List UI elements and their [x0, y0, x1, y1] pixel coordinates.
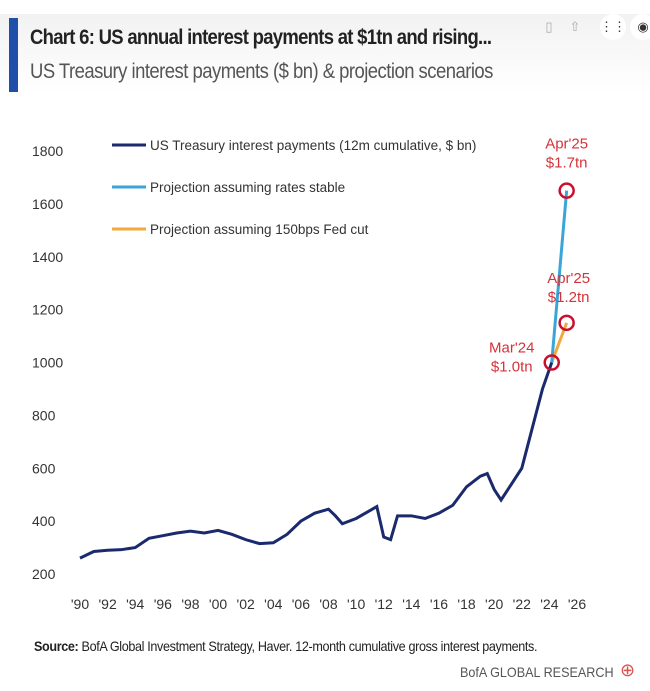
annotation-marker: [543, 354, 560, 371]
zoom-in-icon[interactable]: ⊕: [620, 660, 636, 680]
x-tick-label: '20: [485, 596, 503, 612]
y-tick-label: 1400: [32, 249, 63, 265]
x-tick-label: '18: [457, 596, 475, 612]
source-label: Source:: [34, 638, 79, 654]
source-note: Source: BofA Global Investment Strategy,…: [34, 638, 537, 654]
annotation-label: Apr'25: [547, 270, 590, 287]
chart-title: Chart 6: US annual interest payments at …: [30, 26, 492, 49]
x-tick-label: '00: [209, 596, 227, 612]
bookmark-icon[interactable]: ▯: [545, 19, 553, 34]
x-tick-label: '06: [292, 596, 310, 612]
annotation-label: Mar'24: [489, 340, 534, 357]
y-tick-label: 400: [32, 513, 56, 529]
legend-label: US Treasury interest payments (12m cumul…: [150, 138, 476, 153]
brand: BofA GLOBAL RESEARCH: [460, 664, 614, 680]
messenger-icon[interactable]: ◉: [630, 14, 650, 40]
x-tick-label: '02: [237, 596, 255, 612]
legend-label: Projection assuming 150bps Fed cut: [150, 222, 369, 237]
x-tick-label: '98: [181, 596, 199, 612]
accent-bar: [9, 18, 18, 92]
annotation-label: $1.0tn: [491, 359, 533, 376]
annotation-label: $1.7tn: [546, 155, 588, 172]
series-line: [550, 190, 569, 363]
x-tick-label: '96: [154, 596, 172, 612]
x-tick-label: '22: [513, 596, 531, 612]
y-tick-label: 800: [32, 407, 56, 423]
annotation-marker: [558, 182, 575, 199]
grid-icon[interactable]: ⋮⋮: [600, 14, 626, 40]
x-tick-label: '16: [430, 596, 448, 612]
x-tick-label: '14: [402, 596, 420, 612]
legend-label: Projection assuming rates stable: [150, 180, 345, 195]
x-tick-label: '04: [264, 596, 282, 612]
x-tick-label: '90: [71, 596, 89, 612]
y-tick-label: 200: [32, 566, 56, 582]
annotation-label: $1.2tn: [548, 289, 590, 306]
y-tick-label: 1800: [32, 143, 63, 159]
y-tick-label: 600: [32, 460, 56, 476]
chart-subtitle: US Treasury interest payments ($ bn) & p…: [30, 60, 493, 83]
x-tick-label: '12: [375, 596, 393, 612]
x-tick-label: '26: [568, 596, 586, 612]
x-tick-label: '94: [126, 596, 144, 612]
x-tick-label: '24: [540, 596, 558, 612]
y-tick-label: 1200: [32, 302, 63, 318]
x-tick-label: '08: [319, 596, 337, 612]
y-tick-label: 1600: [32, 196, 63, 212]
annotation-label: Apr'25: [545, 136, 588, 153]
x-tick-label: '10: [347, 596, 365, 612]
y-tick-label: 1000: [32, 355, 63, 371]
share-icon[interactable]: ⇧: [569, 19, 581, 34]
annotation-marker: [558, 314, 575, 332]
header: [0, 14, 650, 94]
x-tick-label: '92: [98, 596, 116, 612]
series-line: [79, 362, 554, 560]
source-text: BofA Global Investment Strategy, Haver. …: [78, 638, 538, 654]
